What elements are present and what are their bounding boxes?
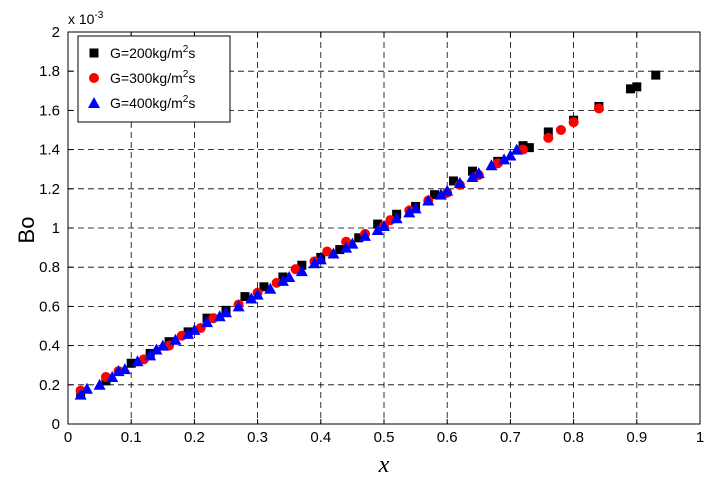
triangle-point bbox=[485, 159, 498, 171]
x-tick-label: 0.5 bbox=[374, 429, 395, 446]
triangle-point bbox=[378, 220, 390, 232]
square-point bbox=[335, 245, 345, 255]
legend-entry: G=200kg/m2s bbox=[110, 44, 195, 61]
y-tick-label: 0.4 bbox=[39, 338, 60, 355]
square-point bbox=[625, 84, 635, 94]
triangle-point bbox=[371, 223, 384, 235]
y-tick-label: 2 bbox=[52, 24, 60, 41]
circle-point bbox=[543, 132, 554, 143]
triangle-point bbox=[472, 167, 485, 179]
x-tick-label: 0.2 bbox=[184, 429, 205, 446]
x-tick-label: 0.8 bbox=[563, 429, 584, 446]
triangle-point bbox=[359, 229, 372, 241]
x-tick-label: 0.3 bbox=[247, 429, 268, 446]
triangle-point bbox=[245, 292, 258, 304]
data-marks bbox=[74, 70, 661, 400]
legend-entry: G=400kg/m2s bbox=[110, 94, 195, 111]
x-axis-label: x bbox=[378, 452, 390, 477]
triangle-point bbox=[276, 274, 289, 286]
legend-entry: G=300kg/m2s bbox=[110, 69, 195, 86]
triangle-point bbox=[188, 323, 201, 335]
x-tick-label: 0.6 bbox=[437, 429, 458, 446]
y-tick-label: 0.6 bbox=[39, 298, 60, 315]
triangle-point bbox=[295, 265, 308, 277]
triangle-point bbox=[422, 194, 435, 206]
square-point bbox=[259, 282, 269, 292]
triangle-point bbox=[201, 316, 214, 328]
y-axis-label: Bo bbox=[14, 217, 39, 244]
triangle-point bbox=[283, 271, 296, 282]
legend: G=200kg/m2s G=300kg/m2s G=400kg/m2s bbox=[77, 35, 231, 123]
triangle-point bbox=[327, 247, 340, 259]
triangle-point bbox=[314, 253, 327, 265]
y-tick-label: 0.8 bbox=[39, 259, 60, 276]
square-point bbox=[240, 292, 250, 302]
axis-ticks: 0 0.1 0.2 0.3 0.4 0.5 0.6 0.7 0.8 0.9 1 0 0.2 0.4 0.6 0… bbox=[39, 24, 704, 446]
y-tick-label: 1 bbox=[52, 220, 60, 237]
circle-point bbox=[555, 125, 566, 135]
triangle-point bbox=[131, 355, 144, 367]
triangle-point bbox=[409, 202, 422, 214]
triangle-point bbox=[346, 237, 359, 249]
x-tick-label: 0 bbox=[64, 429, 72, 446]
series-triangle bbox=[74, 143, 523, 400]
triangle-point bbox=[106, 370, 119, 382]
triangle-point bbox=[169, 333, 182, 345]
square-point bbox=[632, 82, 642, 92]
triangle-point bbox=[403, 206, 416, 218]
triangle-point bbox=[308, 257, 321, 269]
x-tick-label: 0.9 bbox=[626, 429, 647, 446]
triangle-point bbox=[504, 149, 517, 161]
x-tick-label: 0.1 bbox=[121, 429, 142, 446]
triangle-point bbox=[93, 378, 106, 390]
square-point bbox=[430, 190, 440, 200]
triangle-point bbox=[498, 153, 511, 165]
triangle-point bbox=[340, 241, 353, 253]
triangle-point bbox=[182, 327, 195, 339]
triangle-point bbox=[390, 212, 403, 224]
y-tick-label: 0 bbox=[52, 416, 60, 433]
circle-point bbox=[568, 117, 579, 128]
triangle-point bbox=[510, 143, 523, 155]
grid-lines bbox=[68, 32, 700, 424]
square-point bbox=[543, 127, 553, 137]
y-tick-label: 1.2 bbox=[39, 181, 60, 198]
triangle-point bbox=[232, 300, 245, 312]
triangle-point bbox=[466, 171, 479, 183]
x-tick-label: 0.7 bbox=[500, 429, 521, 446]
triangle-point bbox=[220, 306, 232, 318]
circle-point bbox=[593, 103, 604, 114]
legend-box bbox=[77, 35, 231, 123]
square-point bbox=[449, 176, 459, 186]
square-point bbox=[354, 233, 364, 243]
y-tick-label: 1.4 bbox=[39, 142, 60, 159]
triangle-point bbox=[144, 349, 157, 361]
y-tick-label: 0.2 bbox=[39, 377, 60, 394]
square-point bbox=[126, 358, 136, 368]
y-tick-label: 1.6 bbox=[39, 102, 60, 119]
x-tick-label: 1 bbox=[696, 429, 704, 446]
y-tick-label: 1.8 bbox=[39, 63, 60, 80]
legend-marker-triangle bbox=[88, 97, 100, 108]
y-scale-factor: x 10-3 bbox=[68, 10, 104, 27]
x-tick-label: 0.4 bbox=[310, 429, 331, 446]
triangle-point bbox=[150, 343, 163, 355]
triangle-point bbox=[453, 176, 466, 188]
triangle-point bbox=[213, 310, 226, 322]
triangle-point bbox=[156, 339, 169, 351]
triangle-point bbox=[441, 184, 454, 196]
square-point bbox=[651, 70, 661, 80]
square-point bbox=[524, 143, 534, 153]
triangle-point bbox=[74, 388, 87, 400]
triangle-point bbox=[118, 363, 131, 375]
legend-marker-square bbox=[89, 48, 99, 58]
triangle-point bbox=[434, 188, 447, 200]
legend-marker-circle bbox=[89, 73, 99, 83]
circle-point bbox=[290, 264, 301, 275]
triangle-point bbox=[251, 288, 264, 300]
circle-point bbox=[322, 246, 333, 257]
triangle-point bbox=[80, 382, 93, 394]
triangle-point bbox=[264, 282, 277, 294]
